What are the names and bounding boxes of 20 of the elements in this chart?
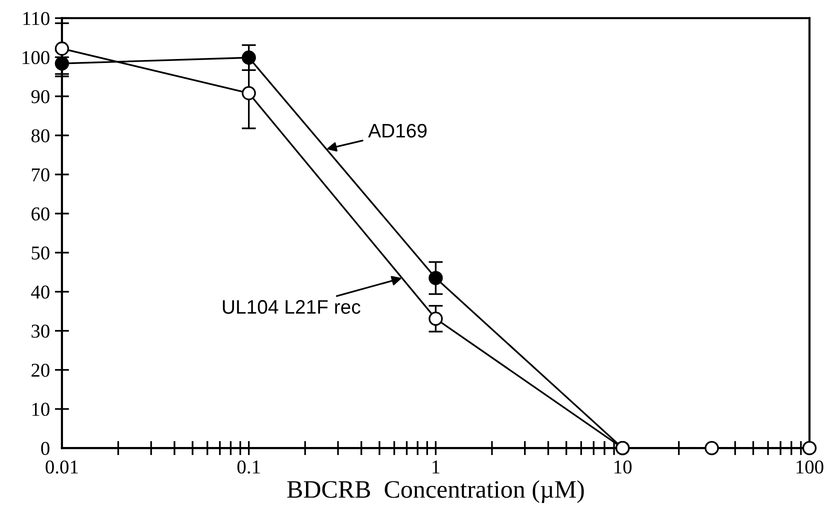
y-tick-label: 80 (31, 129, 50, 142)
annotation: AD169 (368, 124, 427, 138)
x-tick-label: 0.1 (237, 460, 260, 474)
y-tick-label: 0 (41, 442, 50, 456)
x-tick-label: 10 (614, 460, 632, 474)
y-tick-label: 90 (31, 90, 50, 104)
y-tick-label: 110 (23, 12, 50, 26)
y-tick-label: 40 (31, 286, 50, 299)
y-tick-label: 70 (32, 168, 50, 182)
y-tick-label: 20 (32, 364, 50, 377)
x-tick-label: 0.01 (46, 460, 78, 474)
y-tick-label: 60 (32, 207, 50, 220)
annotation: UL104 L21F rec (222, 300, 360, 314)
y-tick-label: 100 (22, 51, 50, 64)
y-tick-label: 30 (32, 324, 50, 338)
y-tick-label: 50 (32, 246, 50, 260)
x-tick-label: 1 (432, 460, 440, 474)
x-axis-title: BDCRB Concentration (µM) (287, 480, 584, 503)
x-tick-label: 100 (796, 460, 824, 474)
y-tick-label: 10 (32, 402, 50, 416)
